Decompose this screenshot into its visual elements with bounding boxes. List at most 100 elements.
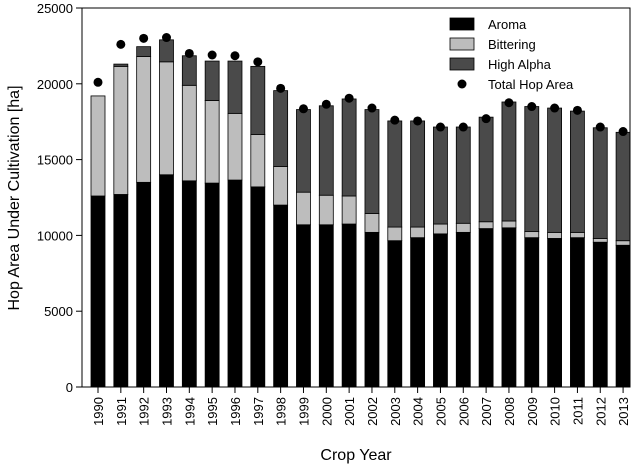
x-tick-label-2009: 2009 bbox=[525, 397, 540, 426]
bar-high-alpha-1991 bbox=[113, 63, 129, 67]
bar-aroma-2003 bbox=[387, 240, 403, 388]
bar-bittering-2013 bbox=[615, 240, 631, 246]
legend-label: Bittering bbox=[488, 37, 536, 52]
y-tick-label: 10000 bbox=[37, 228, 73, 243]
bar-aroma-2007 bbox=[478, 228, 494, 388]
total-dot-2007 bbox=[481, 114, 491, 124]
bar-bittering-1991 bbox=[113, 65, 129, 195]
total-dot-1991 bbox=[116, 39, 126, 49]
x-tick-label-1991: 1991 bbox=[114, 397, 129, 426]
total-dot-1997 bbox=[253, 57, 263, 67]
total-dot-2013 bbox=[618, 127, 628, 137]
legend-label: Aroma bbox=[488, 17, 527, 32]
bar-aroma-2000 bbox=[318, 224, 334, 388]
total-dot-2008 bbox=[504, 98, 514, 108]
x-axis-ticks: 1990 1991 1992 1993 1994 1995 1996 1997 1998 1999… bbox=[91, 387, 631, 426]
bar-high-alpha-2002 bbox=[364, 109, 380, 214]
y-tick-label: 15000 bbox=[37, 153, 73, 168]
x-axis-title: Crop Year bbox=[320, 447, 392, 464]
bar-aroma-1992 bbox=[136, 181, 152, 388]
total-dot-1992 bbox=[139, 33, 149, 43]
bar-aroma-2005 bbox=[433, 233, 448, 388]
x-tick-label-2005: 2005 bbox=[433, 397, 448, 426]
x-tick-label-2006: 2006 bbox=[456, 397, 471, 426]
bar-high-alpha-1993 bbox=[159, 39, 174, 63]
bar-high-alpha-1992 bbox=[136, 46, 152, 57]
x-tick-label-2002: 2002 bbox=[365, 397, 380, 426]
x-tick-label-2007: 2007 bbox=[479, 397, 494, 426]
total-dot-2012 bbox=[595, 122, 605, 132]
bar-high-alpha-2010 bbox=[547, 107, 562, 233]
bar-aroma-2008 bbox=[501, 227, 517, 388]
bar-high-alpha-2012 bbox=[592, 127, 608, 239]
x-tick-label-1995: 1995 bbox=[205, 397, 220, 426]
bar-high-alpha-2001 bbox=[341, 98, 357, 197]
y-tick-label: 0 bbox=[66, 380, 73, 395]
bar-aroma-2009 bbox=[524, 237, 540, 388]
bar-bittering-1993 bbox=[159, 61, 174, 176]
bar-bittering-2010 bbox=[547, 231, 562, 239]
bar-aroma-1996 bbox=[227, 179, 243, 388]
bar-high-alpha-2000 bbox=[318, 105, 334, 196]
bar-bittering-1992 bbox=[136, 56, 152, 183]
bar-aroma-2010 bbox=[547, 238, 562, 388]
bar-bittering-2003 bbox=[387, 226, 403, 242]
bar-bittering-2000 bbox=[318, 194, 334, 226]
bar-aroma-2013 bbox=[615, 244, 631, 388]
bar-aroma-1994 bbox=[181, 180, 197, 388]
bar-bittering-2004 bbox=[410, 226, 426, 239]
x-tick-label-2010: 2010 bbox=[548, 397, 563, 426]
x-tick-label-2008: 2008 bbox=[502, 397, 517, 426]
x-tick-label-2001: 2001 bbox=[342, 397, 357, 426]
bar-high-alpha-1995 bbox=[204, 60, 220, 101]
total-dot-1995 bbox=[207, 50, 217, 60]
bar-high-alpha-1994 bbox=[181, 55, 197, 86]
bar-high-alpha-1996 bbox=[227, 60, 243, 114]
legend: Aroma Bittering High Alpha Total Hop Area bbox=[449, 17, 574, 92]
bar-high-alpha-2008 bbox=[501, 101, 517, 222]
bar-bittering-2007 bbox=[478, 221, 494, 229]
legend-swatch-aroma bbox=[449, 17, 475, 31]
bar-aroma-2004 bbox=[410, 237, 426, 388]
bar-aroma-1993 bbox=[159, 174, 174, 388]
bar-aroma-1990 bbox=[90, 195, 106, 388]
bar-high-alpha-2006 bbox=[455, 126, 471, 224]
bar-bittering-1996 bbox=[227, 112, 243, 181]
bar-aroma-2006 bbox=[455, 231, 471, 388]
total-markers bbox=[93, 33, 628, 137]
x-tick-label-2011: 2011 bbox=[570, 397, 585, 425]
bar-bittering-1990 bbox=[90, 95, 106, 197]
total-dot-1996 bbox=[230, 51, 240, 61]
bar-high-alpha-1999 bbox=[296, 109, 311, 193]
total-dot-2006 bbox=[458, 122, 468, 132]
bar-bittering-2012 bbox=[592, 238, 608, 243]
x-tick-label-1996: 1996 bbox=[228, 397, 243, 426]
x-tick-label-1992: 1992 bbox=[137, 397, 152, 426]
plot-frame bbox=[81, 7, 631, 388]
bar-bittering-1994 bbox=[181, 84, 197, 182]
bar-aroma-2002 bbox=[364, 231, 380, 388]
bar-bittering-1995 bbox=[204, 100, 220, 184]
bar-aroma-2001 bbox=[341, 223, 357, 388]
bar-bittering-2011 bbox=[570, 231, 585, 239]
x-tick-label-1990: 1990 bbox=[91, 397, 106, 426]
bar-bittering-1999 bbox=[296, 191, 311, 226]
bar-high-alpha-1998 bbox=[273, 90, 289, 167]
bar-high-alpha-2009 bbox=[524, 106, 540, 233]
y-axis-ticks: 0 5000 10000 15000 20000 25000 bbox=[37, 1, 82, 395]
bar-bittering-2001 bbox=[341, 195, 357, 225]
bar-high-alpha-2011 bbox=[570, 110, 585, 233]
bar-bittering-2002 bbox=[364, 213, 380, 233]
legend-label: High Alpha bbox=[488, 57, 552, 72]
bar-high-alpha-2013 bbox=[615, 131, 631, 242]
total-dot-2005 bbox=[435, 122, 445, 132]
y-tick-label: 5000 bbox=[44, 304, 73, 319]
bar-high-alpha-2004 bbox=[410, 120, 426, 228]
total-dot-1990 bbox=[93, 77, 103, 87]
bar-bittering-1997 bbox=[250, 134, 266, 188]
total-dot-2010 bbox=[550, 103, 560, 113]
bar-bittering-2008 bbox=[501, 220, 517, 229]
x-tick-label-1993: 1993 bbox=[159, 397, 174, 426]
y-tick-label: 25000 bbox=[37, 1, 73, 16]
bar-bittering-2005 bbox=[433, 223, 448, 235]
